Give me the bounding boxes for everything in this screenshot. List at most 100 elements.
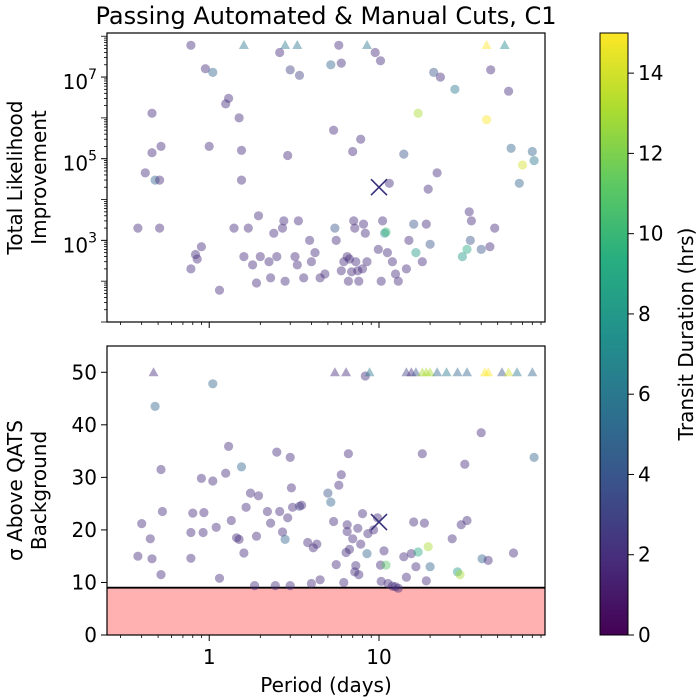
data-point: [362, 257, 372, 267]
data-point: [339, 577, 349, 588]
data-point: [462, 515, 472, 526]
data-point: [477, 554, 487, 564]
data-point: [137, 519, 147, 529]
data-point: [236, 462, 247, 472]
y-tick-label: 107: [63, 67, 97, 94]
data-point: [357, 508, 368, 519]
data-point: [334, 480, 344, 490]
data-point: [156, 464, 166, 475]
data-point: [462, 244, 472, 254]
data-point: [294, 70, 305, 80]
data-point: [378, 216, 388, 226]
data-point: [336, 58, 346, 68]
data-point: [292, 260, 302, 270]
data-point: [190, 249, 201, 260]
data-point: [348, 534, 358, 544]
capped-point: [503, 367, 514, 377]
data-point: [506, 143, 516, 153]
capped-point: [452, 367, 463, 377]
colorbar-tick-label: 12: [638, 141, 663, 165]
y-axis-label: Total LikelihoodImprovement: [3, 101, 51, 256]
axes-frame: [106, 32, 546, 323]
y-tick-label: 30: [72, 465, 97, 489]
capped-point: [292, 40, 303, 49]
data-point: [375, 560, 386, 570]
data-point: [270, 581, 280, 591]
x-tick-label: 1: [203, 645, 216, 669]
data-point: [351, 561, 361, 571]
data-point: [299, 273, 309, 283]
data-point: [285, 452, 295, 462]
data-point: [239, 548, 249, 558]
data-point: [280, 276, 290, 286]
data-point: [288, 502, 298, 512]
data-point: [387, 257, 397, 267]
data-point: [399, 149, 409, 159]
colorbar-label: Transit Duration (hrs): [674, 228, 698, 442]
data-point: [393, 583, 403, 593]
data-point: [421, 219, 431, 229]
data-point: [447, 534, 457, 544]
data-point: [490, 223, 500, 233]
data-point: [269, 228, 279, 238]
capped-point: [238, 40, 249, 49]
data-point: [329, 516, 339, 527]
data-point: [336, 266, 346, 276]
data-point: [214, 573, 225, 583]
data-point: [221, 468, 231, 478]
data-point: [339, 257, 349, 267]
highlight-x-marker: [370, 513, 388, 531]
data-point: [375, 56, 386, 66]
data-point: [399, 552, 409, 562]
data-point: [330, 223, 340, 233]
data-point: [315, 575, 325, 585]
capped-point: [432, 367, 443, 377]
data-point: [342, 526, 352, 537]
data-point: [343, 276, 353, 286]
data-point: [413, 547, 423, 557]
data-point: [198, 527, 208, 538]
data-point: [308, 543, 318, 553]
colorbar-tick-label: 10: [638, 222, 663, 246]
capped-point: [364, 367, 375, 377]
data-point: [277, 223, 288, 233]
data-point: [429, 67, 439, 77]
capped-point: [148, 367, 159, 377]
data-point: [208, 67, 218, 77]
data-point: [200, 64, 210, 74]
data-point: [234, 113, 244, 123]
data-point: [362, 549, 372, 559]
data-point: [285, 65, 295, 75]
capped-point: [421, 367, 432, 377]
data-point: [253, 211, 264, 221]
capped-point: [410, 367, 421, 377]
data-point: [417, 449, 427, 459]
data-point: [406, 549, 416, 559]
data-point: [140, 168, 150, 178]
data-point: [421, 576, 431, 586]
data-point: [155, 175, 165, 185]
data-point: [411, 562, 421, 572]
data-point: [432, 168, 442, 178]
data-point: [409, 517, 419, 527]
colorbar: 0 2 4 6 8 10 12 14 Transit Duration (hrs): [599, 32, 698, 647]
capped-point: [462, 367, 473, 377]
data-point: [283, 150, 293, 161]
data-point: [381, 227, 391, 237]
highlight-x-marker: [370, 178, 388, 196]
data-point: [483, 555, 493, 566]
data-point: [504, 86, 514, 96]
y-tick-label: 103: [63, 230, 97, 257]
data-point: [336, 470, 346, 480]
data-point: [315, 273, 325, 283]
data-point: [279, 216, 289, 226]
data-point: [145, 534, 155, 544]
data-point: [527, 146, 537, 157]
data-point: [348, 146, 358, 157]
capped-point: [527, 367, 538, 377]
data-point: [186, 553, 196, 563]
data-point: [255, 252, 265, 262]
y-tick-label: 0: [84, 623, 97, 647]
data-point: [401, 572, 411, 582]
data-point: [379, 546, 389, 556]
